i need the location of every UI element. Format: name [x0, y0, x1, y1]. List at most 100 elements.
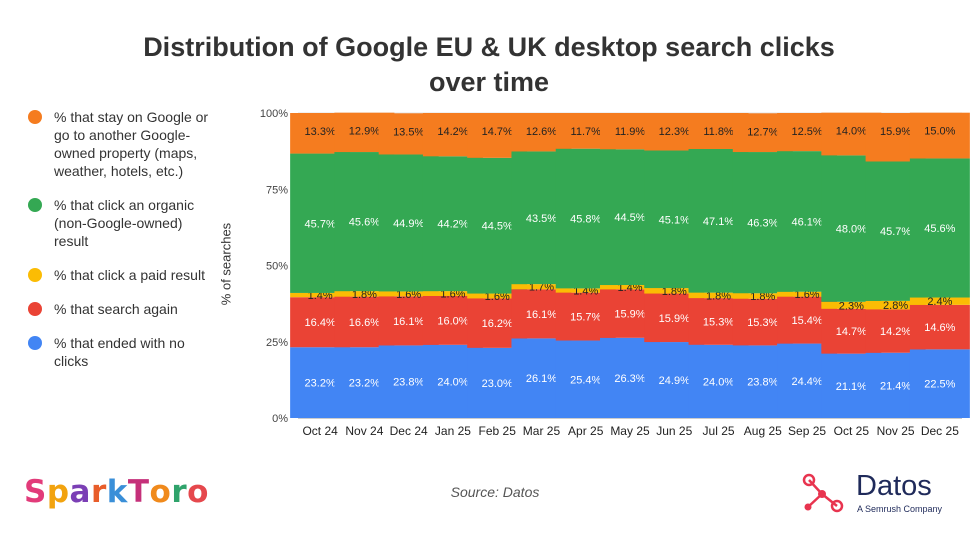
- chart-title: Distribution of Google EU & UK desktop s…: [0, 30, 978, 100]
- data-label: 15.9%: [880, 126, 911, 138]
- data-label: 12.9%: [349, 126, 380, 138]
- data-label: 46.1%: [791, 216, 822, 228]
- data-label: 16.2%: [482, 318, 513, 330]
- sparktoro-logo-letter: o: [149, 474, 172, 510]
- data-label: 11.8%: [703, 126, 734, 138]
- data-label: 1.6%: [795, 289, 820, 301]
- data-label: 1.8%: [662, 286, 687, 298]
- datos-brand-name: Datos: [856, 470, 932, 502]
- source-note: Source: Datos: [450, 484, 540, 500]
- x-tick-label: Sep 25: [788, 424, 826, 438]
- x-tick-label: Dec 25: [921, 424, 959, 438]
- data-label: 26.3%: [614, 373, 645, 385]
- sparktoro-logo-letter: k: [106, 474, 128, 510]
- bar-segment: [511, 284, 572, 290]
- legend-swatch: [28, 110, 42, 124]
- data-label: 43.5%: [526, 213, 557, 225]
- legend-swatch: [28, 268, 42, 282]
- legend-label: % that click an organic (non-Google-owne…: [54, 197, 195, 249]
- data-label: 14.2%: [880, 326, 911, 338]
- y-tick-label: 0%: [272, 413, 288, 425]
- bar-segment: [732, 293, 793, 299]
- data-label: 16.0%: [437, 315, 468, 327]
- x-tick-label: Nov 24: [345, 424, 383, 438]
- data-label: 45.1%: [659, 214, 690, 226]
- legend-item: % that stay on Google or go to another G…: [28, 108, 218, 180]
- x-tick-label: May 25: [610, 424, 650, 438]
- data-label: 48.0%: [836, 224, 867, 236]
- datos-brand-sub: A Semrush Company: [857, 504, 943, 514]
- data-label: 23.8%: [747, 377, 778, 389]
- data-label: 14.7%: [836, 326, 867, 338]
- data-label: 13.5%: [393, 126, 424, 138]
- bar-segment: [865, 300, 926, 310]
- y-tick-label: 50%: [266, 261, 288, 273]
- sparktoro-logo: SparkToro: [24, 474, 209, 510]
- data-label: 14.2%: [437, 126, 468, 138]
- legend-label: % that ended with no clicks: [54, 335, 185, 369]
- data-label: 16.1%: [526, 309, 557, 321]
- data-label: 45.6%: [349, 217, 380, 229]
- chart-title-line2: over time: [428, 67, 550, 97]
- data-label: 23.2%: [305, 378, 336, 390]
- data-label: 1.6%: [485, 291, 510, 303]
- data-label: 44.9%: [393, 218, 424, 230]
- data-label: 44.5%: [614, 212, 645, 224]
- data-label: 15.4%: [791, 315, 822, 327]
- bar-segment: [290, 292, 351, 298]
- data-label: 47.1%: [703, 216, 734, 228]
- data-label: 1.6%: [440, 289, 465, 301]
- x-tick-label: Oct 24: [302, 424, 338, 438]
- data-label: 15.3%: [703, 316, 734, 328]
- data-label: 11.7%: [571, 126, 602, 138]
- y-tick-label: 100%: [260, 108, 288, 120]
- data-label: 11.9%: [615, 126, 646, 138]
- x-tick-label: Jun 25: [656, 424, 692, 438]
- data-label: 15.7%: [570, 312, 601, 324]
- data-label: 21.4%: [880, 380, 911, 392]
- legend-swatch: [28, 198, 42, 212]
- legend: % that stay on Google or go to another G…: [28, 108, 218, 386]
- data-label: 15.9%: [614, 309, 645, 321]
- x-tick-label: Feb 25: [479, 424, 517, 438]
- data-label: 1.8%: [750, 291, 775, 303]
- data-label: 2.8%: [883, 300, 908, 312]
- data-label: 12.3%: [659, 126, 690, 138]
- x-tick-label: Dec 24: [390, 424, 428, 438]
- y-tick-label: 75%: [266, 184, 288, 196]
- x-tick-label: Oct 25: [834, 424, 870, 438]
- data-label: 14.7%: [482, 126, 513, 138]
- chart-title-line1: Distribution of Google EU & UK desktop s…: [143, 32, 835, 62]
- legend-label: % that click a paid result: [54, 267, 205, 283]
- bar-segment: [422, 291, 483, 296]
- bar-segment: [909, 304, 970, 350]
- data-label: 45.7%: [305, 218, 336, 230]
- legend-swatch: [28, 336, 42, 350]
- bar-segment: [467, 293, 528, 299]
- data-label: 15.9%: [659, 313, 690, 325]
- x-tick-label: Apr 25: [568, 424, 604, 438]
- data-label: 14.0%: [836, 126, 867, 138]
- data-label: 1.6%: [396, 289, 421, 301]
- data-label: 16.1%: [393, 316, 424, 328]
- bar-segment: [688, 292, 749, 299]
- legend-item: % that click a paid result: [28, 266, 218, 284]
- data-label: 44.5%: [482, 221, 513, 233]
- x-tick-label: Aug 25: [744, 424, 782, 438]
- x-tick-label: Jan 25: [435, 424, 471, 438]
- data-label: 12.7%: [747, 126, 778, 138]
- bar-segment: [777, 291, 838, 297]
- data-label: 24.0%: [703, 376, 734, 388]
- legend-label: % that search again: [54, 301, 178, 317]
- bar-segment: [334, 291, 395, 297]
- bar-segment: [378, 291, 439, 297]
- data-label: 24.0%: [437, 376, 468, 388]
- data-label: 26.1%: [526, 373, 557, 385]
- data-label: 45.6%: [924, 223, 955, 235]
- data-label: 12.6%: [526, 126, 557, 138]
- data-label: 13.3%: [305, 126, 336, 138]
- data-label: 24.4%: [791, 376, 822, 388]
- data-label: 1.7%: [529, 282, 554, 294]
- bar-segment: [909, 297, 970, 305]
